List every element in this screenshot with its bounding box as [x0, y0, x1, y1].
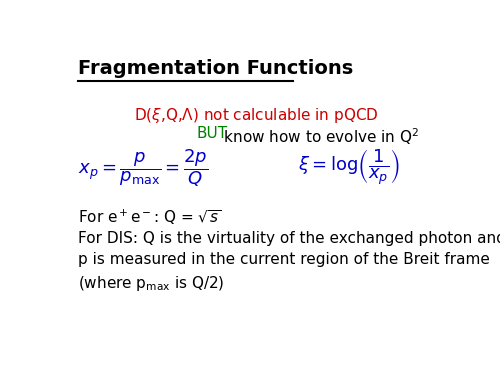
Text: $x_p = \dfrac{p}{p_{\mathrm{max}}} = \dfrac{2p}{Q}$: $x_p = \dfrac{p}{p_{\mathrm{max}}} = \df… — [78, 147, 208, 189]
Text: For DIS: Q is the virtuality of the exchanged photon and
p is measured in the cu: For DIS: Q is the virtuality of the exch… — [78, 231, 500, 293]
Text: $\xi = \log\!\left(\dfrac{1}{x_p}\right)$: $\xi = \log\!\left(\dfrac{1}{x_p}\right)… — [298, 147, 400, 187]
Text: Fragmentation Functions: Fragmentation Functions — [78, 59, 353, 78]
Text: D($\xi$,Q,$\Lambda$) not calculable in pQCD: D($\xi$,Q,$\Lambda$) not calculable in p… — [134, 106, 378, 124]
Text: For e$^+$e$^-$: Q = $\sqrt{s}$: For e$^+$e$^-$: Q = $\sqrt{s}$ — [78, 208, 222, 228]
Text: know how to evolve in Q$^2$: know how to evolve in Q$^2$ — [220, 126, 420, 147]
Text: BUT: BUT — [196, 126, 228, 141]
